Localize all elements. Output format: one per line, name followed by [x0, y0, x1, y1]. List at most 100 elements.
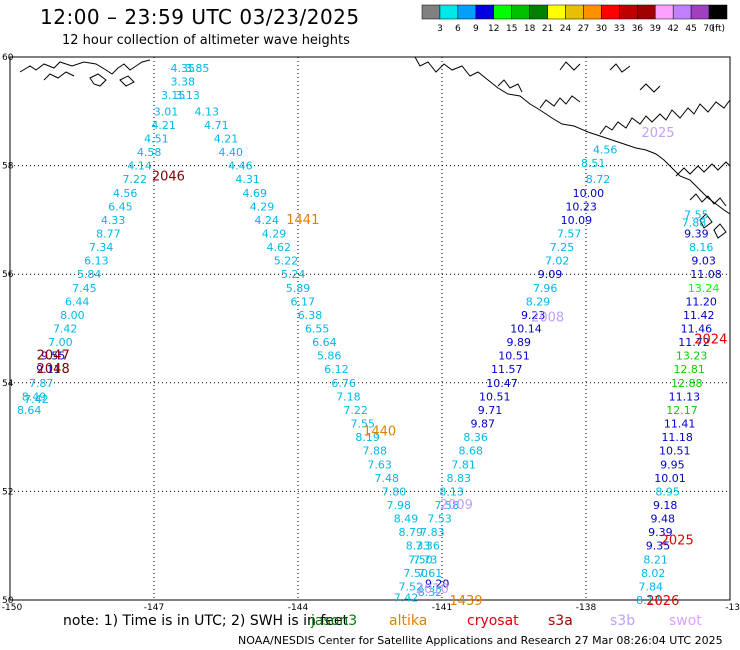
- wave-height-value: 7.58: [435, 499, 460, 512]
- longitude-label: -141: [432, 603, 452, 613]
- wave-height-value: 3.15: [161, 89, 186, 102]
- wave-height-value: 12.17: [666, 404, 698, 417]
- axis-labels: -150 -147 -144 -141 -138 -13 60 58 56 54 52 50: [2, 53, 740, 613]
- mission-legend-item: jason3: [311, 613, 358, 629]
- wave-height-value: 8.19: [355, 431, 380, 444]
- colorbar-swatch: [565, 4, 584, 20]
- colorbar: [421, 4, 728, 20]
- wave-height-value: 4.40: [219, 146, 244, 159]
- wave-height-value: 9.11: [36, 363, 61, 376]
- latitude-label: 56: [2, 270, 14, 280]
- colorbar-swatch: [690, 4, 710, 20]
- wave-height-value: 9.35: [646, 540, 671, 553]
- colorbar-tick-label: 6: [455, 24, 461, 34]
- wave-height-value: 7.00: [48, 336, 73, 349]
- wave-height-value: 10.23: [565, 200, 597, 213]
- wave-height-value: 13.23: [676, 350, 708, 363]
- pass-number-label: 2046: [152, 169, 185, 184]
- colorbar-swatch: [421, 4, 441, 20]
- wave-height-value: 8.17: [636, 594, 661, 607]
- colorbar-swatch: [672, 4, 692, 20]
- wave-height-value: 11.08: [690, 268, 722, 281]
- wave-height-value: 6.45: [108, 200, 133, 213]
- wave-height-value: 6.12: [324, 363, 349, 376]
- longitude-label: -13: [725, 603, 740, 613]
- wave-height-value: 8.79: [399, 526, 424, 539]
- wave-height-value: 8.83: [447, 472, 472, 485]
- wave-height-value: 3.85: [185, 62, 210, 75]
- wave-height-value: 4.33: [101, 214, 126, 227]
- map-frame: [9, 56, 731, 601]
- colorbar-swatch: [637, 4, 656, 20]
- wave-height-value: 8.33: [406, 540, 431, 553]
- mission-legend-item: s3a: [548, 613, 573, 629]
- colorbar-tick-label: 18: [524, 24, 536, 34]
- wave-height-value: 8.68: [459, 445, 484, 458]
- wave-height-value: 7.57: [557, 227, 582, 240]
- wave-height-value: 7.80: [382, 485, 407, 498]
- wave-height-value: 4.31: [235, 173, 260, 186]
- wave-height-value: 10.51: [498, 350, 530, 363]
- wave-height-value: 6.55: [305, 323, 330, 336]
- wave-height-value: 5.89: [286, 282, 311, 295]
- wave-height-value: 10.47: [486, 377, 518, 390]
- wave-height-value: 5.24: [281, 268, 306, 281]
- wave-height-value: 13.24: [688, 282, 720, 295]
- wave-height-value: 6.44: [65, 295, 90, 308]
- wave-height-value: 7.34: [89, 241, 114, 254]
- wave-height-value: 8.32: [418, 586, 443, 599]
- wave-height-value: 8.77: [96, 227, 121, 240]
- pass-number-label: 2026: [646, 594, 679, 609]
- wave-height-value: 9.09: [538, 268, 563, 281]
- colorbar-swatch: [493, 4, 512, 20]
- wave-height-value: 6.13: [84, 255, 109, 268]
- wave-height-value: 3.01: [154, 105, 179, 118]
- wave-height-value: 7.22: [123, 173, 148, 186]
- pass-number-label: 1439: [449, 594, 482, 609]
- colorbar-tick-label: 21: [542, 24, 553, 34]
- coastline: [19, 56, 731, 239]
- colorbar-tick-label: 3: [437, 24, 443, 34]
- colorbar-tick-label: 70: [703, 24, 715, 34]
- colorbar-swatch: [529, 4, 548, 20]
- wave-height-value: 4.62: [267, 241, 292, 254]
- wave-height-value: 7.48: [375, 472, 400, 485]
- colorbar-swatch: [601, 4, 620, 20]
- colorbar-tick-label: 45: [685, 24, 696, 34]
- wave-height-value: 10.51: [479, 390, 511, 403]
- latitude-label: 52: [2, 487, 13, 497]
- wave-height-value: 11.72: [678, 336, 710, 349]
- pass-number-label: 2010: [416, 582, 449, 597]
- wave-height-value: 9.71: [478, 404, 503, 417]
- colorbar-tick-label: 42: [667, 24, 678, 34]
- wave-height-value: 8.51: [581, 157, 606, 170]
- wave-height-value: 8.36: [463, 431, 488, 444]
- colorbar-tick-label: 27: [578, 24, 589, 34]
- wave-height-value: 7.55: [351, 418, 376, 431]
- wave-height-value: 4.69: [243, 187, 268, 200]
- pass-number-label: 2009: [440, 498, 473, 513]
- wave-height-value: 4.35: [171, 62, 196, 75]
- colorbar-unit: (ft): [711, 24, 725, 34]
- wave-height-value: 7.18: [336, 390, 361, 403]
- wave-height-value: 6.64: [312, 336, 337, 349]
- longitude-label: -144: [288, 603, 309, 613]
- wave-height-value: 10.01: [654, 472, 686, 485]
- colorbar-swatch: [457, 4, 477, 20]
- wave-height-value: 10.14: [510, 323, 542, 336]
- colorbar-tick-label: 39: [650, 24, 662, 34]
- wave-height-value: 11.18: [661, 431, 693, 444]
- wave-height-value: 7.98: [387, 499, 412, 512]
- colorbar-tick-label: 36: [632, 24, 644, 34]
- pass-number-label: 2024: [694, 332, 727, 347]
- wave-height-value: 9.87: [471, 418, 496, 431]
- wave-height-value: 7.42: [24, 393, 49, 406]
- pass-number-label: 2025: [661, 533, 694, 548]
- wave-height-value: 8.02: [641, 567, 666, 580]
- wave-height-value: 5.22: [274, 255, 299, 268]
- colorbar-swatch: [439, 4, 459, 20]
- wave-height-value: 7.42: [394, 591, 419, 604]
- colorbar-tick-label: 12: [488, 24, 499, 34]
- wave-height-value: 7.50: [408, 553, 433, 566]
